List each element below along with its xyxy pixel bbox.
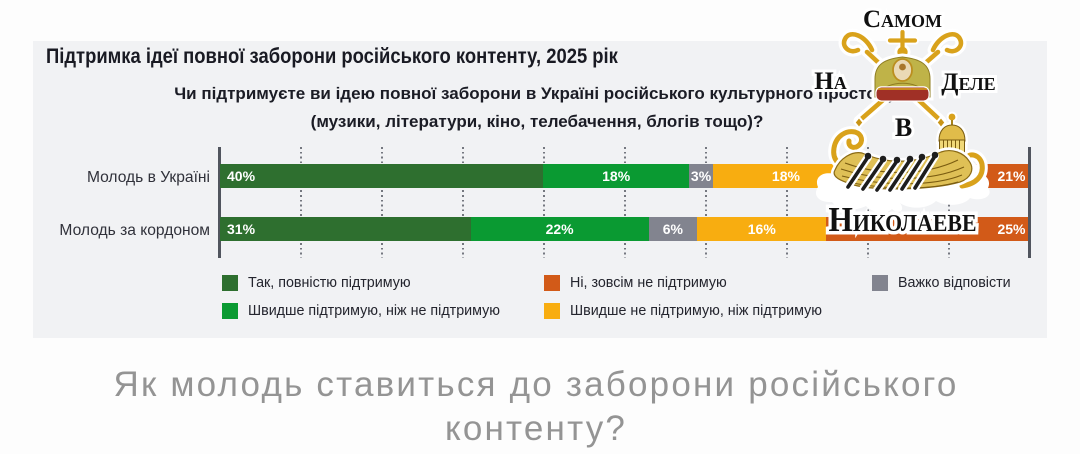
svg-text:Самом: Самом [863,6,942,33]
